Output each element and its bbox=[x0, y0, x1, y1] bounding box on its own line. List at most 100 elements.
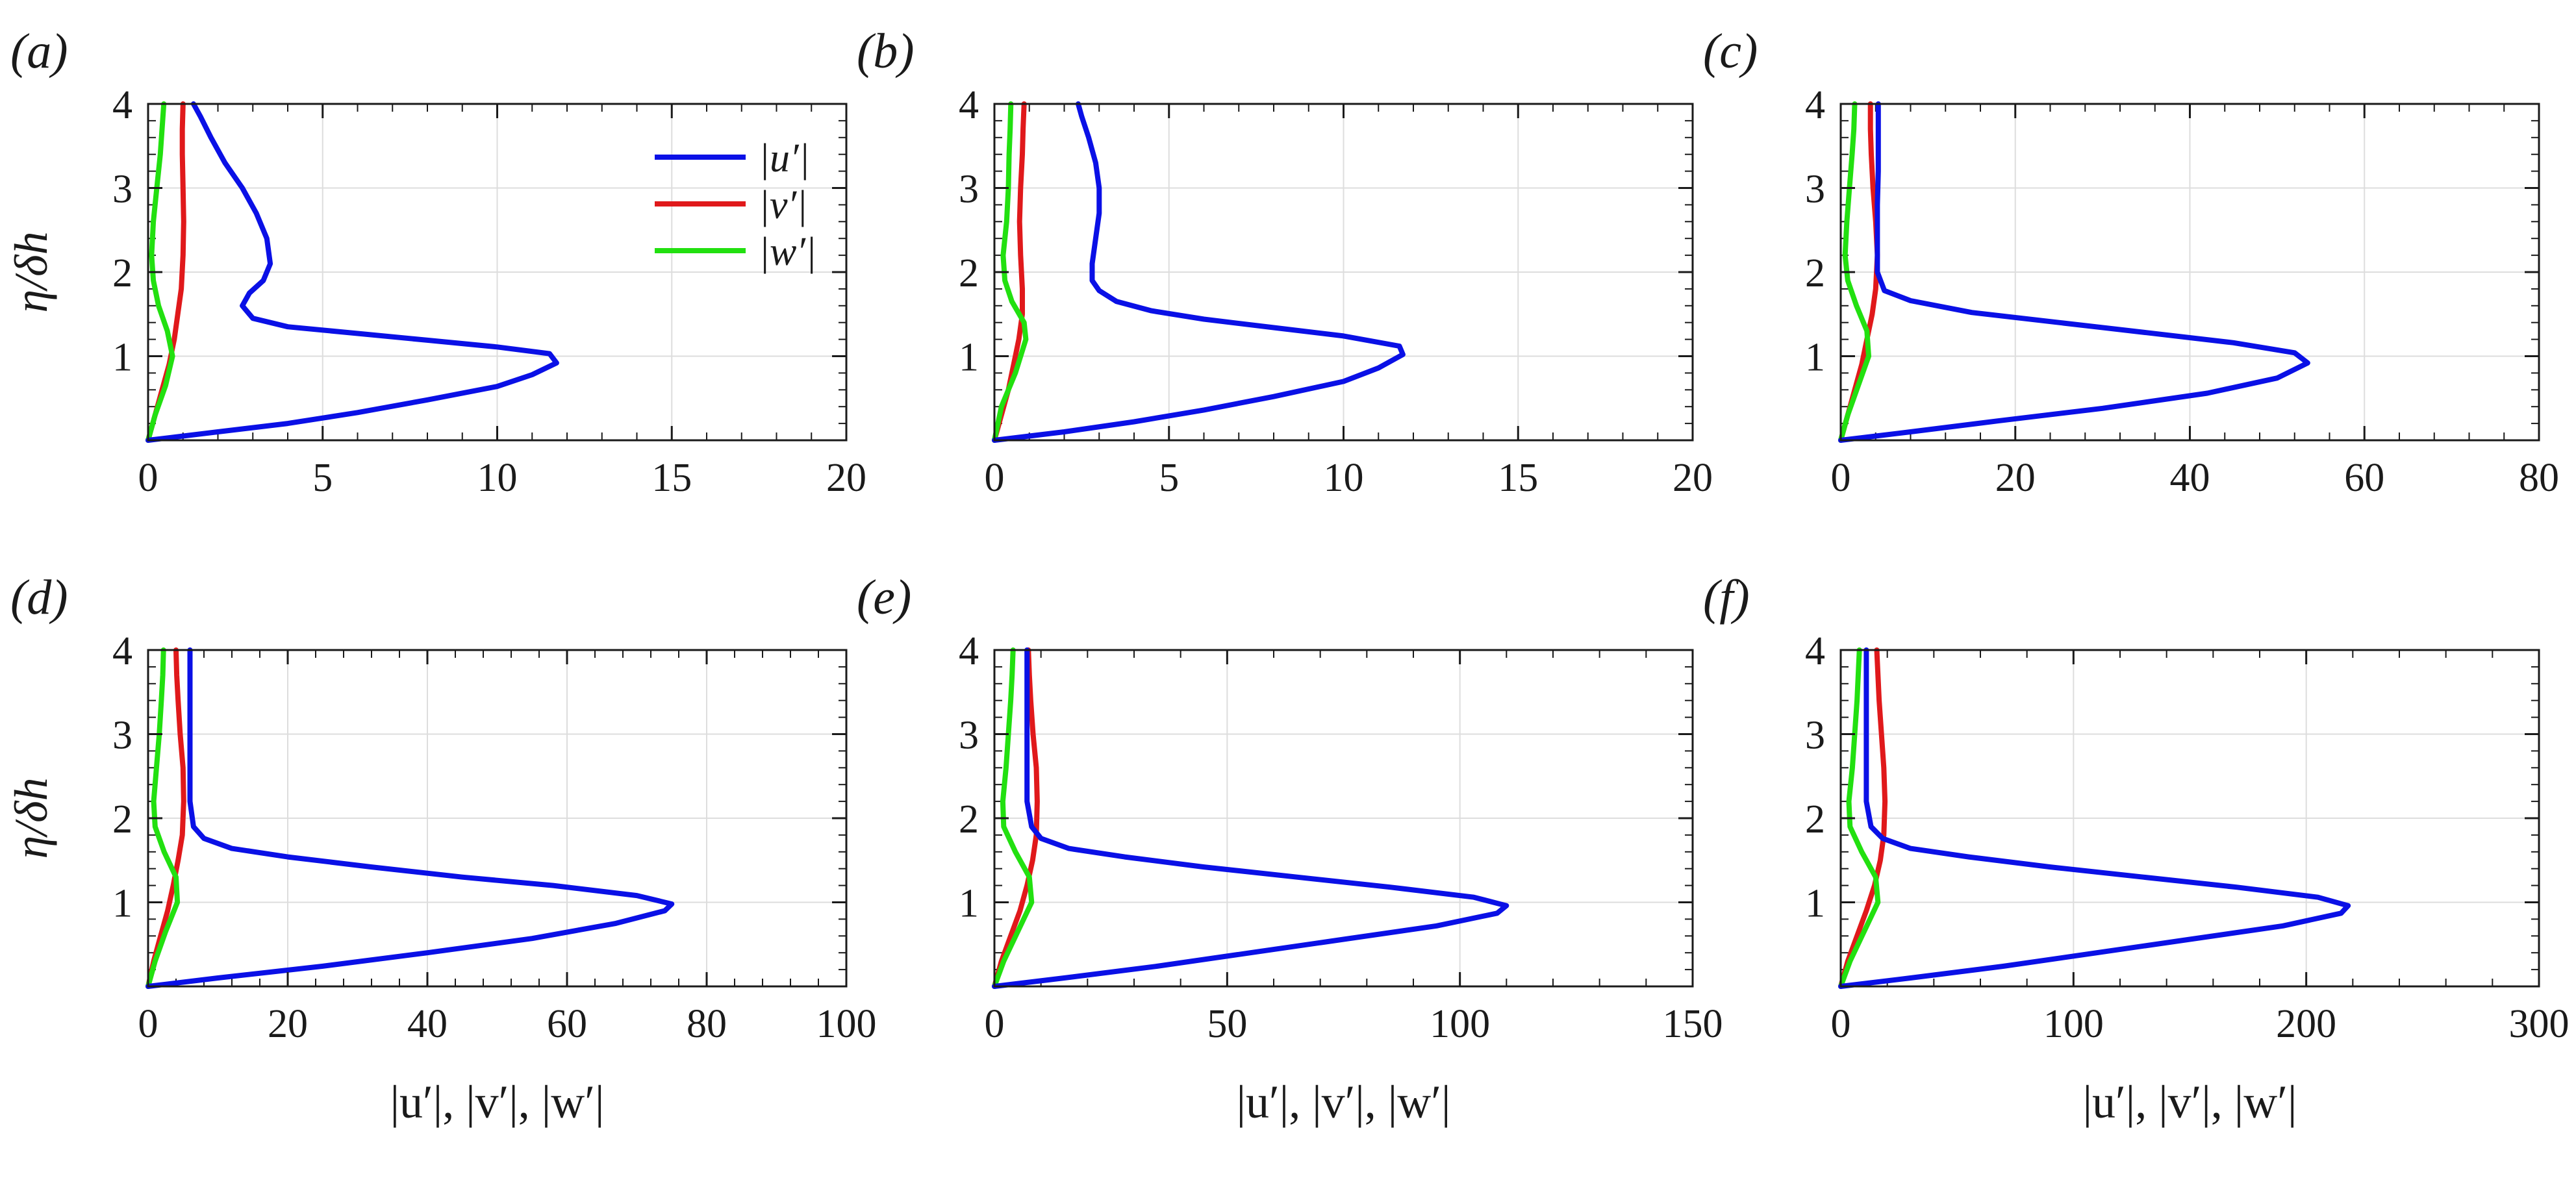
y-tick-label: 4 bbox=[959, 83, 979, 127]
x-tick-label: 5 bbox=[312, 456, 333, 500]
x-tick-label: 200 bbox=[2276, 1002, 2336, 1046]
grid bbox=[148, 650, 846, 986]
legend-label-w: |w′| bbox=[759, 230, 816, 274]
x-tick-label: 20 bbox=[1673, 456, 1713, 500]
y-tick-label: 2 bbox=[1805, 797, 1825, 842]
series-line-v bbox=[1838, 647, 1888, 989]
y-axis-label: η/δh bbox=[5, 231, 57, 312]
y-tick-label: 3 bbox=[959, 168, 979, 212]
x-tick-label: 20 bbox=[1995, 456, 2036, 500]
series-line-v bbox=[145, 647, 186, 989]
y-tick-label: 2 bbox=[959, 251, 979, 295]
series-line-u bbox=[145, 101, 559, 443]
grid bbox=[148, 104, 846, 440]
x-tick-label: 60 bbox=[2344, 456, 2384, 500]
grid bbox=[1841, 104, 2539, 440]
y-tick-label: 3 bbox=[1805, 168, 1825, 212]
ticks: 0 20 40 60 80 100 1 2 3 4 bbox=[112, 629, 877, 1046]
x-tick-label: 150 bbox=[1663, 1002, 1723, 1046]
panel-label: (b) bbox=[857, 24, 915, 79]
legend-label-v: |v′| bbox=[759, 183, 807, 227]
x-tick-label: 10 bbox=[1324, 456, 1364, 500]
x-tick-label: 80 bbox=[687, 1002, 727, 1046]
x-tick-label: 100 bbox=[2043, 1002, 2104, 1046]
x-tick-label: 50 bbox=[1207, 1002, 1247, 1046]
x-tick-label: 0 bbox=[138, 456, 158, 500]
panel-label: (a) bbox=[10, 24, 68, 79]
panel-b: (b) 0 5 10 15 20 1 2 3 4 bbox=[857, 24, 1713, 500]
legend-label-u: |u′| bbox=[759, 136, 810, 181]
series bbox=[1838, 101, 2310, 443]
series-line-w bbox=[992, 101, 1029, 443]
y-tick-label: 1 bbox=[112, 882, 133, 926]
panel-label: (d) bbox=[10, 570, 68, 625]
legend: |u′||v′||w′| bbox=[655, 136, 816, 274]
y-tick-label: 4 bbox=[112, 83, 133, 127]
y-tick-label: 4 bbox=[1805, 83, 1825, 127]
y-tick-label: 1 bbox=[959, 336, 979, 380]
x-tick-label: 0 bbox=[985, 1002, 1005, 1046]
series bbox=[992, 101, 1406, 443]
series-line-w bbox=[1838, 647, 1881, 989]
x-tick-label: 20 bbox=[268, 1002, 308, 1046]
series bbox=[145, 647, 675, 989]
grid bbox=[994, 104, 1693, 440]
y-tick-label: 4 bbox=[112, 629, 133, 673]
series-line-w bbox=[1838, 101, 1871, 443]
minor-ticks bbox=[1841, 104, 2539, 440]
series-line-u bbox=[1838, 101, 2310, 443]
x-tick-label: 15 bbox=[651, 456, 692, 500]
minor-ticks bbox=[994, 104, 1693, 440]
x-axis-label: |u′|, |v′|, |w′| bbox=[2083, 1076, 2297, 1128]
panel-label: (e) bbox=[857, 570, 911, 625]
series-line-u bbox=[992, 101, 1406, 443]
y-tick-label: 2 bbox=[1805, 251, 1825, 295]
x-tick-label: 40 bbox=[2170, 456, 2210, 500]
ticks: 0 100 200 300 1 2 3 4 bbox=[1805, 629, 2570, 1046]
x-tick-label: 100 bbox=[1430, 1002, 1490, 1046]
panel-c: (c) 0 20 40 60 80 1 2 3 4 bbox=[1703, 24, 2559, 500]
x-tick-label: 0 bbox=[1831, 1002, 1851, 1046]
x-tick-label: 0 bbox=[138, 1002, 158, 1046]
y-tick-label: 1 bbox=[112, 336, 133, 380]
y-tick-label: 2 bbox=[112, 797, 133, 842]
x-tick-label: 20 bbox=[826, 456, 866, 500]
y-axis-label: η/δh bbox=[5, 777, 57, 858]
x-tick-label: 100 bbox=[816, 1002, 877, 1046]
series-line-u bbox=[1838, 647, 2351, 989]
x-tick-label: 300 bbox=[2509, 1002, 2570, 1046]
ticks: 0 20 40 60 80 1 2 3 4 bbox=[1805, 83, 2559, 500]
series bbox=[145, 101, 559, 443]
y-tick-label: 1 bbox=[1805, 882, 1825, 926]
x-tick-label: 0 bbox=[1831, 456, 1851, 500]
ticks: 0 50 100 150 1 2 3 4 bbox=[959, 629, 1723, 1046]
series bbox=[992, 647, 1509, 989]
series-line-w bbox=[992, 647, 1035, 989]
panel-f: (f) 0 100 200 300 1 2 3 4 |u′|, |v′|, |w′| bbox=[1703, 570, 2570, 1128]
x-tick-label: 5 bbox=[1159, 456, 1179, 500]
minor-ticks bbox=[1841, 650, 2539, 986]
x-tick-label: 10 bbox=[477, 456, 518, 500]
panel-a: (a) 0 5 10 15 20 1 2 3 4 bbox=[10, 24, 866, 500]
x-axis-label: |u′|, |v′|, |w′| bbox=[1237, 1076, 1451, 1128]
y-tick-label: 2 bbox=[112, 251, 133, 295]
grid bbox=[1841, 650, 2539, 986]
x-axis-label: |u′|, |v′|, |w′| bbox=[390, 1076, 605, 1128]
y-tick-label: 3 bbox=[959, 714, 979, 758]
ticks: 0 5 10 15 20 1 2 3 4 bbox=[959, 83, 1713, 500]
y-tick-label: 3 bbox=[112, 714, 133, 758]
series-line-u bbox=[992, 647, 1509, 989]
x-tick-label: 15 bbox=[1498, 456, 1538, 500]
x-tick-label: 0 bbox=[985, 456, 1005, 500]
x-tick-label: 80 bbox=[2519, 456, 2559, 500]
y-tick-label: 1 bbox=[1805, 336, 1825, 380]
ticks: 0 5 10 15 20 1 2 3 4 bbox=[112, 83, 866, 500]
series-line-w bbox=[145, 647, 181, 989]
y-tick-label: 2 bbox=[959, 797, 979, 842]
panel-d: (d) 0 20 40 60 80 100 1 2 3 4 |u′|, |v′|, |w′| bbox=[10, 570, 877, 1128]
y-tick-label: 4 bbox=[1805, 629, 1825, 673]
minor-ticks bbox=[148, 650, 846, 986]
y-tick-label: 3 bbox=[1805, 714, 1825, 758]
series-line-w bbox=[145, 101, 175, 443]
